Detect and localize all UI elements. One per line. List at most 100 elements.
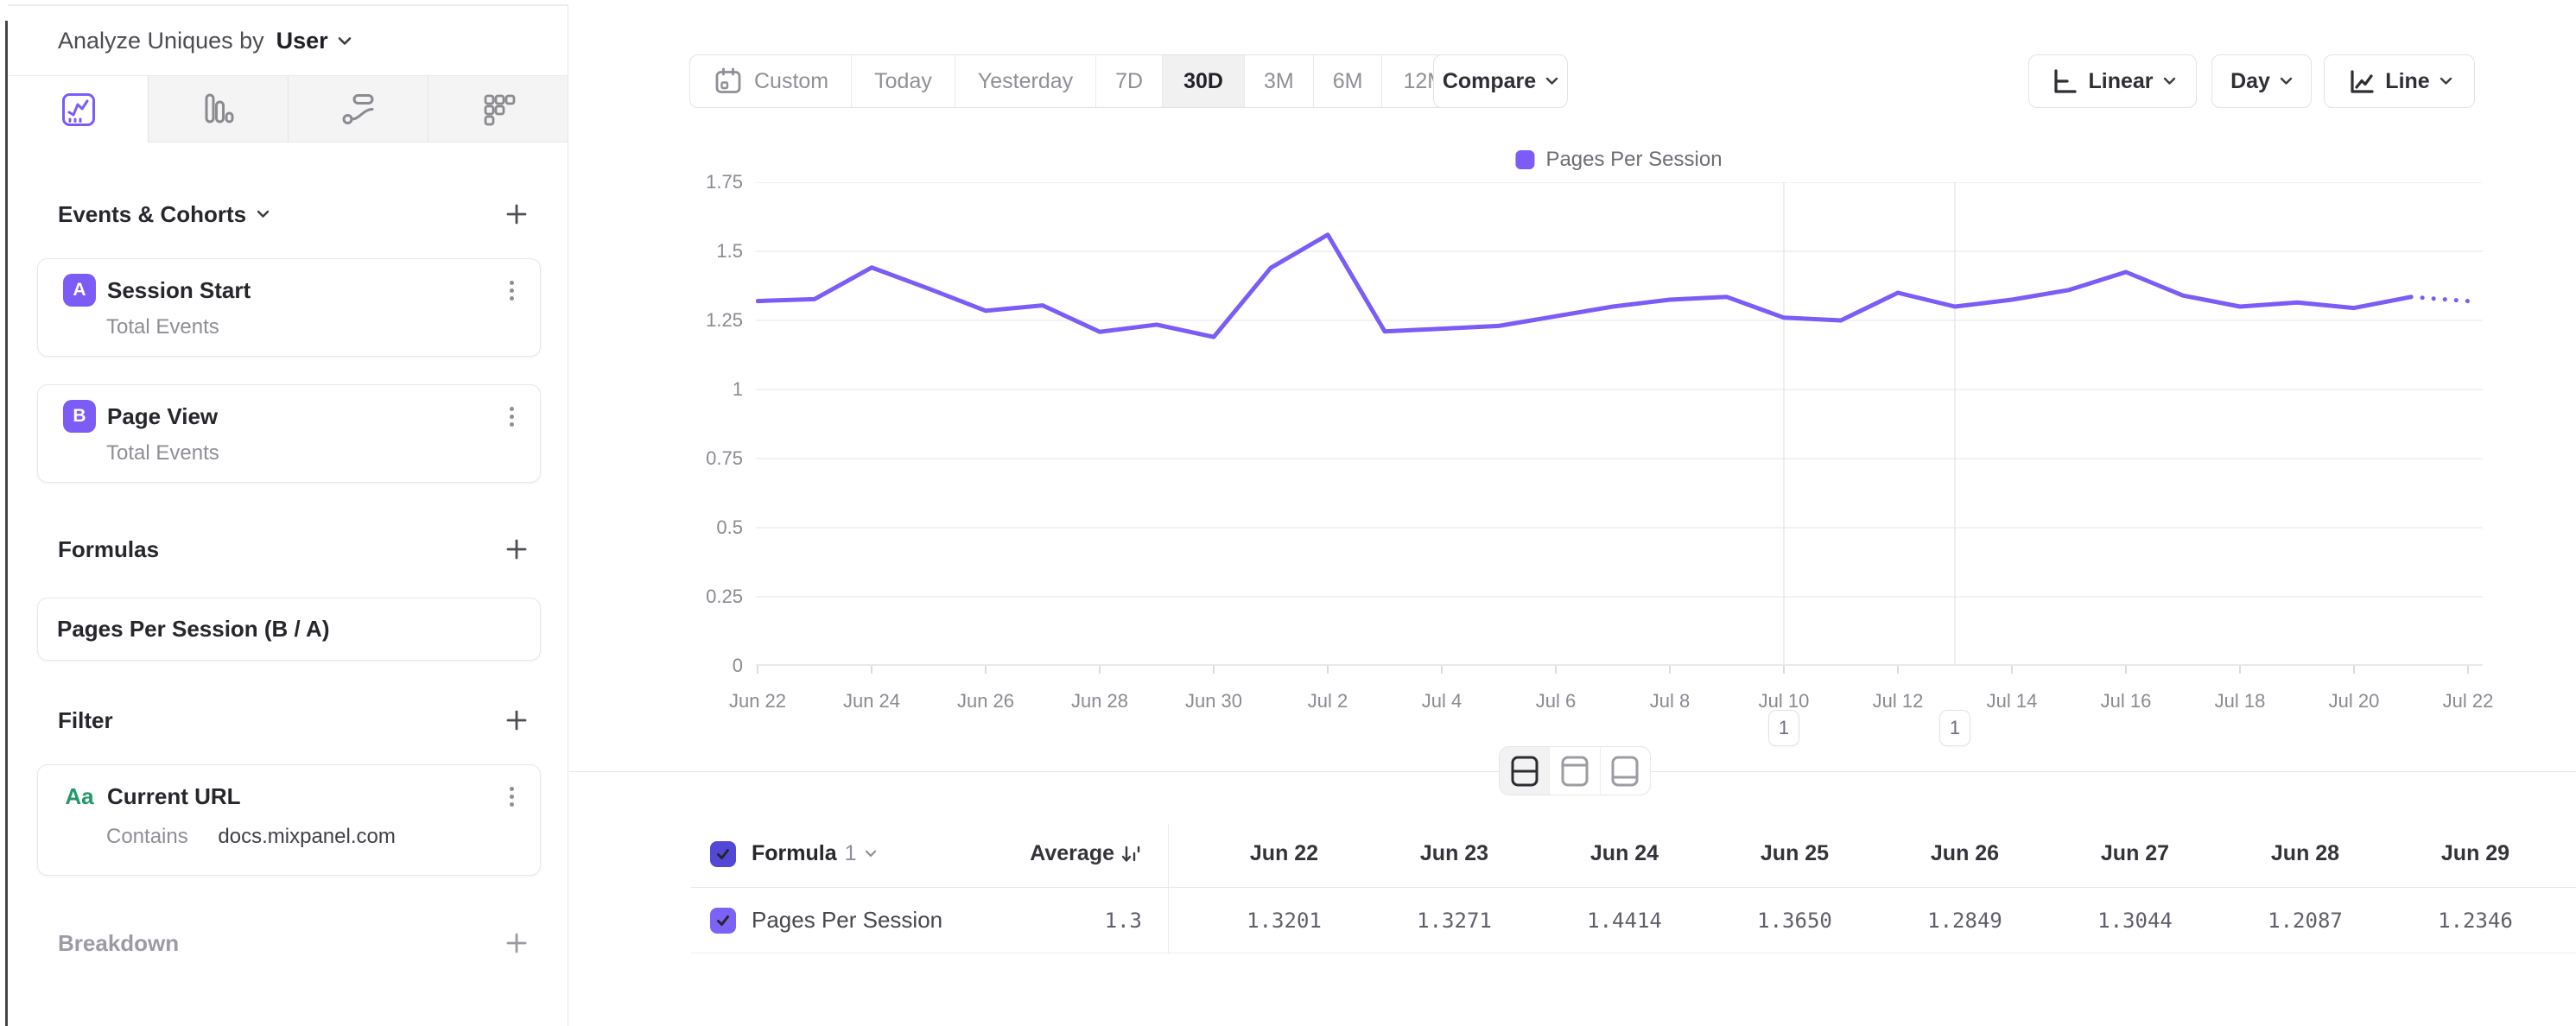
event-name: Page View — [107, 402, 219, 429]
x-axis-label: Jun 28 — [1070, 690, 1129, 712]
analyze-by-dropdown[interactable]: User — [276, 28, 352, 54]
series-name: Pages Per Session — [752, 907, 943, 933]
filter-operator[interactable]: Contains — [106, 825, 188, 848]
x-axis-label: Jul 18 — [2214, 690, 2266, 712]
tab-retention[interactable] — [428, 76, 568, 142]
layout-table-view-button[interactable] — [1599, 747, 1650, 795]
x-axis-tick — [1213, 666, 1215, 674]
events-section-header: Events & Cohorts — [9, 200, 568, 228]
sort-icon — [1120, 843, 1142, 865]
range-6m[interactable]: 6M — [1312, 55, 1382, 107]
average-label: Average — [1030, 841, 1114, 865]
filter-card-current-url[interactable]: Aa Current URL Contains docs.mixpanel.co… — [37, 764, 541, 876]
range-today[interactable]: Today — [851, 55, 955, 107]
y-axis-label: 0.5 — [716, 516, 743, 538]
formula-card[interactable]: Pages Per Session (B / A) — [37, 598, 541, 661]
cell-value: 1.3044 — [2097, 908, 2173, 933]
average-value: 1.3 — [1104, 908, 1142, 933]
date-column-header: Jun 22 — [1249, 841, 1319, 865]
date-column-header: Jun 25 — [1760, 841, 1830, 865]
kebab-menu-icon[interactable] — [506, 277, 517, 304]
filter-value[interactable]: docs.mixpanel.com — [218, 825, 396, 848]
y-axis-label: 1 — [732, 378, 743, 400]
series-values: 1.3201 1.3271 1.4414 1.3650 1.2849 1.304… — [1199, 909, 2560, 933]
formula-name: Pages Per Session (B / A) — [57, 616, 330, 642]
formulas-section-header: Formulas — [9, 535, 568, 563]
event-measure[interactable]: Total Events — [106, 441, 219, 465]
kebab-menu-icon[interactable] — [506, 783, 517, 810]
legend-item[interactable]: Pages Per Session — [1515, 148, 1723, 172]
formula-number: 1 — [844, 841, 857, 865]
filter-condition[interactable]: Contains docs.mixpanel.com — [38, 825, 540, 849]
event-card-page-view[interactable]: B Page View Total Events — [37, 384, 541, 483]
annotation-badge[interactable]: 1 — [1939, 710, 1970, 746]
interval-dropdown[interactable]: Day — [2211, 54, 2312, 108]
panel-top-border — [8, 4, 568, 6]
chevron-down-icon — [338, 36, 352, 46]
x-axis-tick — [1099, 666, 1101, 674]
range-label: Custom — [754, 68, 829, 93]
date-column-header: Jun 29 — [2440, 841, 2510, 865]
x-axis-tick — [1555, 666, 1557, 674]
y-scale-label: Linear — [2088, 68, 2154, 93]
x-axis-label: Jul 16 — [2100, 690, 2152, 712]
flows-icon — [339, 90, 378, 128]
x-axis-label: Jun 30 — [1184, 690, 1243, 712]
y-axis-label: 0 — [732, 655, 743, 676]
add-event-button[interactable] — [503, 200, 530, 228]
tab-insights[interactable] — [9, 76, 148, 142]
layout-chart-view-button[interactable] — [1549, 747, 1599, 795]
breakdown-section-label: Breakdown — [58, 929, 180, 956]
chart-type-label: Line — [2385, 68, 2430, 93]
x-axis-tick — [871, 666, 872, 674]
x-axis-label: Jun 22 — [728, 690, 787, 712]
add-breakdown-button[interactable] — [503, 929, 530, 957]
table-column-divider — [1168, 824, 1169, 953]
retention-grid-icon — [479, 90, 517, 128]
y-axis-label: 1.25 — [706, 309, 743, 331]
date-columns-header: Jun 22 Jun 23 Jun 24 Jun 25 Jun 26 Jun 2… — [1199, 841, 2560, 866]
range-7d[interactable]: 7D — [1095, 55, 1162, 107]
cell-value: 1.3650 — [1757, 908, 1832, 933]
x-axis-tick — [2467, 666, 2469, 674]
range-yesterday[interactable]: Yesterday — [954, 55, 1095, 107]
y-axis-label: 1.5 — [716, 240, 743, 262]
formula-selector-dropdown[interactable]: Formula 1 — [752, 841, 877, 866]
analyze-header: Analyze Uniques by User — [9, 6, 568, 76]
range-label: Today — [874, 68, 932, 93]
events-section-title[interactable]: Events & Cohorts — [58, 201, 270, 228]
chevron-down-icon — [2163, 77, 2176, 86]
event-card-session-start[interactable]: A Session Start Total Events — [37, 258, 541, 357]
x-axis-tick — [1669, 666, 1671, 674]
layout-split-view-button[interactable] — [1500, 747, 1550, 795]
range-3m[interactable]: 3M — [1243, 55, 1313, 107]
screen-edge-divider — [5, 21, 8, 1026]
chart-type-dropdown[interactable]: Line — [2324, 54, 2475, 108]
tab-funnels[interactable] — [148, 76, 288, 142]
average-sort-header[interactable]: Average — [1030, 841, 1142, 866]
y-scale-dropdown[interactable]: Linear — [2028, 54, 2197, 108]
date-column-header: Jun 23 — [1419, 841, 1489, 865]
compare-button[interactable]: Compare — [1433, 54, 1568, 108]
add-filter-button[interactable] — [503, 706, 530, 734]
select-all-checkbox[interactable] — [710, 840, 736, 867]
x-axis-label: Jul 6 — [1535, 690, 1577, 712]
range-custom[interactable]: Custom — [690, 55, 851, 107]
analyze-by-value: User — [276, 27, 328, 54]
range-30d[interactable]: 30D — [1162, 55, 1244, 107]
tab-flows[interactable] — [288, 76, 428, 142]
x-axis-tick — [2125, 666, 2127, 674]
event-measure[interactable]: Total Events — [106, 315, 219, 339]
x-axis-tick — [2353, 666, 2355, 674]
kebab-menu-icon[interactable] — [506, 403, 517, 430]
date-range-selector: Custom Today Yesterday 7D 30D 3M 6M 12M — [689, 54, 1468, 108]
x-axis-label: Jun 24 — [842, 690, 901, 712]
cell-value: 1.3201 — [1247, 908, 1322, 933]
add-formula-button[interactable] — [503, 535, 530, 563]
series-checkbox[interactable] — [710, 907, 736, 934]
table-view-icon — [1609, 754, 1640, 788]
annotation-badge[interactable]: 1 — [1768, 710, 1799, 746]
x-axis-label: Jul 4 — [1421, 690, 1462, 712]
cell-value: 1.2849 — [1927, 908, 2002, 933]
